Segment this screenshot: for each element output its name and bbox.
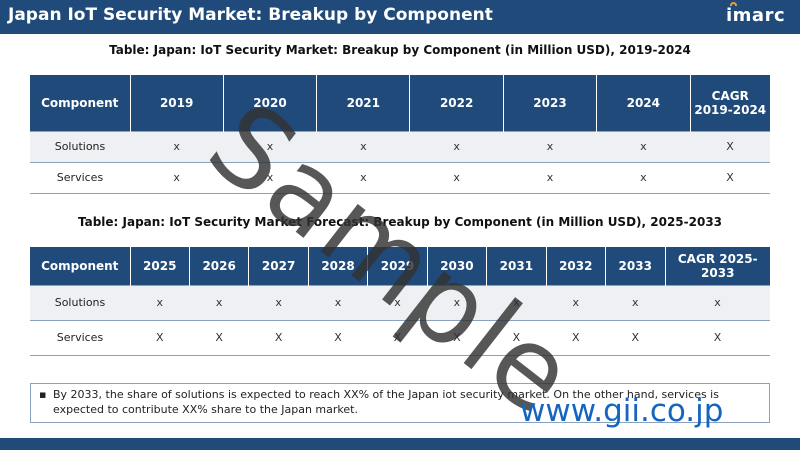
table-cell: x (409, 130, 504, 163)
table-cell: x (503, 130, 597, 163)
imarc-logo: imarc (726, 5, 786, 26)
row-label: Services (30, 320, 130, 356)
column-header: 2019 (130, 75, 224, 131)
row-label: Solutions (30, 284, 130, 321)
table-cell: X (130, 320, 190, 356)
note-text: By 2033, the share of solutions is expec… (53, 388, 719, 416)
footer-bar (0, 438, 800, 450)
column-header: 2033 (605, 247, 666, 285)
table-cell: X (690, 162, 770, 194)
table-cell: X (189, 320, 249, 356)
table-cell: x (427, 284, 487, 321)
table-cell: x (596, 130, 690, 163)
column-header: 2021 (316, 75, 411, 131)
table-header-row: Component 2025 2026 2027 2028 2029 2030 2031 203… (30, 247, 770, 285)
column-header: 2029 (367, 247, 428, 285)
table-cell: x (189, 284, 249, 321)
table-cell: X (308, 320, 368, 356)
table1-title: Table: Japan: IoT Security Market: Break… (109, 43, 691, 57)
column-header: 2032 (546, 247, 607, 285)
bullet-icon: ▪ (39, 388, 47, 401)
table-cell: X (427, 320, 487, 356)
table-row: Services x x x x x x X (30, 162, 770, 194)
table-header-row: Component 2019 2020 2021 2022 2023 2024 CAGR 20… (30, 75, 770, 131)
column-header: 2031 (486, 247, 547, 285)
table2-title: Table: Japan: IoT Security Market Foreca… (77, 215, 723, 229)
table-cell: x (596, 162, 690, 194)
logo-arc-icon (730, 2, 737, 6)
table-cell: X (665, 320, 770, 356)
table-cell: x (367, 284, 428, 321)
page-title: Japan IoT Security Market: Breakup by Co… (8, 5, 493, 25)
column-header: 2030 (427, 247, 488, 285)
forecast-component-table: Component 2025 2026 2027 2028 2029 2030 2031 203… (30, 247, 770, 356)
historical-component-table: Component 2019 2020 2021 2022 2023 2024 CAGR 20… (30, 75, 770, 194)
column-header: 2020 (223, 75, 318, 131)
column-header: 2028 (308, 247, 369, 285)
table-cell: x (605, 284, 665, 321)
table-cell: x (308, 284, 368, 321)
column-header: 2026 (189, 247, 250, 285)
column-header: 2027 (248, 247, 309, 285)
table-cell: X (546, 320, 606, 356)
table-row: Solutions x x x x x x x x x x (30, 284, 770, 321)
table-cell: x (665, 284, 770, 321)
table-cell: x (316, 162, 410, 194)
table-cell: x (130, 162, 224, 194)
table-cell: x (130, 130, 224, 163)
column-header: CAGR 2019-2024 (690, 75, 770, 131)
table-cell: X (248, 320, 309, 356)
table-cell: x (316, 130, 410, 163)
table-cell: x (546, 284, 606, 321)
table-cell: x (223, 162, 317, 194)
table-cell: X (367, 320, 428, 356)
table-cell: x (486, 284, 547, 321)
column-header: CAGR 2025-2033 (665, 247, 770, 285)
page-header: Japan IoT Security Market: Breakup by Co… (0, 0, 800, 34)
table-cell: X (605, 320, 665, 356)
table-cell: x (130, 284, 190, 321)
column-header-component: Component (30, 247, 131, 285)
row-label: Solutions (30, 130, 130, 163)
table-cell: x (223, 130, 317, 163)
table-row: Services X X X X X X X X X X (30, 320, 770, 356)
table-cell: x (503, 162, 597, 194)
column-header-component: Component (30, 75, 131, 131)
column-header: 2024 (596, 75, 691, 131)
table-cell: x (409, 162, 504, 194)
table-row: Solutions x x x x x x X (30, 130, 770, 163)
column-header: 2023 (503, 75, 598, 131)
row-label: Services (30, 162, 130, 194)
table-cell: X (486, 320, 547, 356)
table-cell: X (690, 130, 770, 163)
table-cell: x (248, 284, 309, 321)
column-header: 2025 (130, 247, 190, 285)
market-share-note: ▪ By 2033, the share of solutions is exp… (30, 383, 770, 423)
column-header: 2022 (409, 75, 504, 131)
